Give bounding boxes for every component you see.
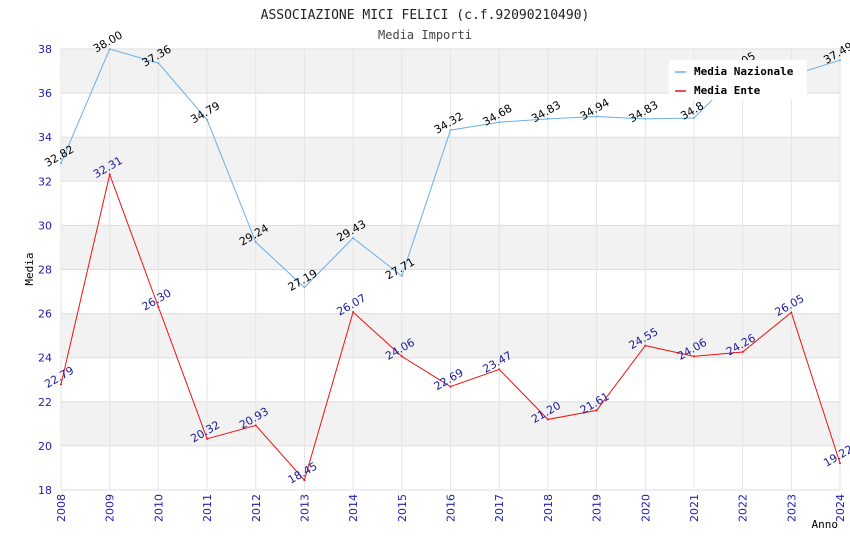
data-point-0-2011 bbox=[206, 118, 209, 121]
data-label-0-2016: 34.32 bbox=[432, 110, 466, 137]
data-point-0-2012 bbox=[254, 241, 257, 244]
data-point-0-2017 bbox=[498, 121, 501, 124]
legend-box bbox=[669, 60, 807, 100]
x-axis-label: Anno bbox=[812, 518, 839, 531]
data-point-0-2010 bbox=[157, 62, 160, 65]
data-point-0-2018 bbox=[546, 117, 549, 120]
data-label-0-2013: 27.19 bbox=[286, 267, 320, 294]
data-point-1-2010 bbox=[157, 305, 160, 308]
legend: Media Nazionale Media Ente bbox=[669, 60, 807, 100]
data-label-0-2019: 34.94 bbox=[578, 96, 612, 123]
x-tick-label-2010: 2010 bbox=[152, 494, 165, 522]
data-point-1-2009 bbox=[108, 173, 111, 176]
data-point-1-2018 bbox=[546, 418, 549, 421]
x-tick-label-2023: 2023 bbox=[785, 494, 798, 522]
data-point-1-2016 bbox=[449, 385, 452, 388]
y-tick-label-26: 26 bbox=[38, 308, 52, 321]
data-point-0-2016 bbox=[449, 129, 452, 132]
data-point-1-2014 bbox=[352, 311, 355, 314]
chart-subtitle: Media Importi bbox=[378, 28, 472, 42]
gridlines bbox=[60, 48, 841, 491]
x-tick-label-2019: 2019 bbox=[591, 494, 604, 522]
data-label-0-2018: 34.83 bbox=[529, 98, 563, 125]
x-tick-label-2009: 2009 bbox=[104, 494, 117, 522]
x-tick-label-2014: 2014 bbox=[347, 494, 360, 522]
data-point-1-2011 bbox=[206, 437, 209, 440]
data-point-1-2021 bbox=[692, 355, 695, 358]
y-tick-label-28: 28 bbox=[38, 264, 52, 277]
data-label-0-2017: 34.68 bbox=[481, 102, 515, 129]
data-point-0-2015 bbox=[400, 274, 403, 277]
x-tick-label-2021: 2021 bbox=[688, 494, 701, 522]
x-tick-label-2017: 2017 bbox=[493, 494, 506, 522]
y-tick-label-24: 24 bbox=[38, 352, 52, 365]
data-point-0-2020 bbox=[644, 117, 647, 120]
data-point-1-2022 bbox=[741, 350, 744, 353]
data-point-1-2008 bbox=[60, 383, 62, 386]
x-tick-label-2020: 2020 bbox=[639, 494, 652, 522]
data-point-1-2017 bbox=[498, 368, 501, 371]
y-tick-label-36: 36 bbox=[38, 87, 52, 100]
data-point-0-2021 bbox=[692, 117, 695, 120]
legend-label-nazionale: Media Nazionale bbox=[694, 65, 794, 78]
y-tick-label-32: 32 bbox=[38, 175, 52, 188]
data-label-1-2024: 19.22 bbox=[821, 443, 850, 470]
x-tick-label-2016: 2016 bbox=[445, 494, 458, 522]
x-tick-label-2008: 2008 bbox=[55, 494, 68, 522]
x-tick-label-2015: 2015 bbox=[396, 494, 409, 522]
data-label-1-2010: 26.30 bbox=[140, 286, 174, 313]
data-point-0-2009 bbox=[108, 48, 111, 50]
data-point-1-2024 bbox=[839, 462, 841, 465]
x-axis-ticks: 2008 2009 2010 2011 2012 2013 2014 2015 2016 2017… bbox=[55, 494, 847, 522]
data-label-1-2013: 18.45 bbox=[286, 460, 320, 487]
chart-title: ASSOCIAZIONE MICI FELICI (c.f.9209021049… bbox=[261, 8, 590, 23]
data-point-0-2019 bbox=[595, 115, 598, 118]
y-axis-ticks: 18 20 22 24 26 28 30 32 34 36 38 bbox=[38, 43, 52, 497]
data-point-0-2014 bbox=[352, 236, 355, 239]
data-label-1-2016: 22.69 bbox=[432, 366, 466, 393]
data-point-0-2008 bbox=[60, 162, 62, 165]
x-tick-label-2018: 2018 bbox=[542, 494, 555, 522]
y-tick-label-20: 20 bbox=[38, 440, 52, 453]
data-point-0-2024 bbox=[839, 59, 841, 62]
data-point-0-2013 bbox=[303, 286, 306, 289]
y-tick-label-38: 38 bbox=[38, 43, 52, 56]
data-point-1-2023 bbox=[790, 311, 793, 314]
y-tick-label-34: 34 bbox=[38, 131, 52, 144]
data-point-1-2015 bbox=[400, 355, 403, 358]
data-point-1-2012 bbox=[254, 424, 257, 427]
x-tick-label-2022: 2022 bbox=[737, 494, 750, 522]
data-label-0-2021: 34.8 bbox=[678, 99, 706, 123]
data-point-1-2013 bbox=[303, 479, 306, 482]
y-axis-label: Media bbox=[23, 252, 36, 285]
x-tick-label-2013: 2013 bbox=[298, 494, 311, 522]
data-label-1-2008: 22.79 bbox=[42, 364, 76, 391]
legend-label-ente: Media Ente bbox=[694, 84, 761, 97]
x-tick-label-2012: 2012 bbox=[250, 494, 263, 522]
data-point-1-2019 bbox=[595, 409, 598, 412]
y-tick-label-30: 30 bbox=[38, 219, 52, 232]
data-label-0-2020: 34.83 bbox=[627, 98, 661, 125]
y-tick-label-18: 18 bbox=[38, 484, 52, 497]
x-tick-label-2011: 2011 bbox=[201, 494, 214, 522]
data-point-1-2020 bbox=[644, 344, 647, 347]
x-tick-label-2024: 2024 bbox=[834, 494, 847, 522]
y-tick-label-22: 22 bbox=[38, 396, 52, 409]
